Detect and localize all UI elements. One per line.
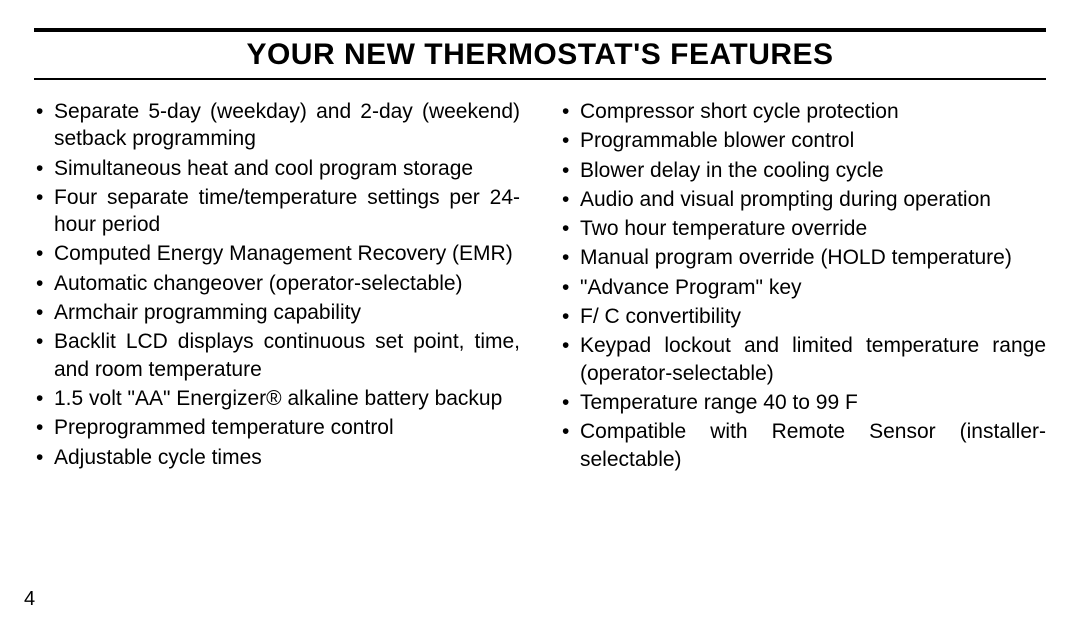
feature-item: Simultaneous heat and cool program stor­… (34, 155, 520, 182)
feature-item: Preprogrammed temperature control (34, 414, 520, 441)
bottom-rule (34, 78, 1046, 80)
page-title: Your New Thermostat's Features (34, 38, 1046, 72)
feature-item: Compatible with Remote Sensor (installer… (560, 418, 1046, 473)
feature-item: Two hour temperature override (560, 215, 1046, 242)
feature-item: Temperature range 40 to 99 F (560, 389, 1046, 416)
feature-item: Programmable blower control (560, 127, 1046, 154)
feature-list-right: Compressor short cycle protection Progra… (560, 98, 1046, 473)
feature-item: Automatic changeover (operator-selectabl… (34, 270, 520, 297)
feature-item: Computed Energy Management Recovery (EMR… (34, 240, 520, 267)
feature-item: Adjustable cycle times (34, 444, 520, 471)
left-column: Separate 5-day (weekday) and 2-day (week… (34, 98, 520, 475)
feature-item: Blower delay in the cooling cycle (560, 157, 1046, 184)
feature-item: Separate 5-day (weekday) and 2-day (week… (34, 98, 520, 153)
feature-columns: Separate 5-day (weekday) and 2-day (week… (34, 98, 1046, 475)
page-number: 4 (24, 588, 35, 611)
feature-item: F/ C convertibility (560, 303, 1046, 330)
feature-item: Manual program override (HOLD tempera­tu… (560, 244, 1046, 271)
manual-page: Your New Thermostat's Features Separate … (0, 0, 1080, 623)
feature-item: Audio and visual prompting during opera­… (560, 186, 1046, 213)
feature-item: Compressor short cycle protection (560, 98, 1046, 125)
right-column: Compressor short cycle protection Progra… (560, 98, 1046, 475)
feature-item: Backlit LCD displays continuous set poin… (34, 328, 520, 383)
feature-item: 1.5 volt "AA" Energizer® alkaline batter… (34, 385, 520, 412)
top-rule (34, 28, 1046, 32)
feature-item: Four separate time/temperature settings … (34, 184, 520, 239)
feature-item: Armchair programming capability (34, 299, 520, 326)
feature-item: Keypad lockout and limited temperature r… (560, 332, 1046, 387)
feature-list-left: Separate 5-day (weekday) and 2-day (week… (34, 98, 520, 471)
feature-item: "Advance Program" key (560, 274, 1046, 301)
